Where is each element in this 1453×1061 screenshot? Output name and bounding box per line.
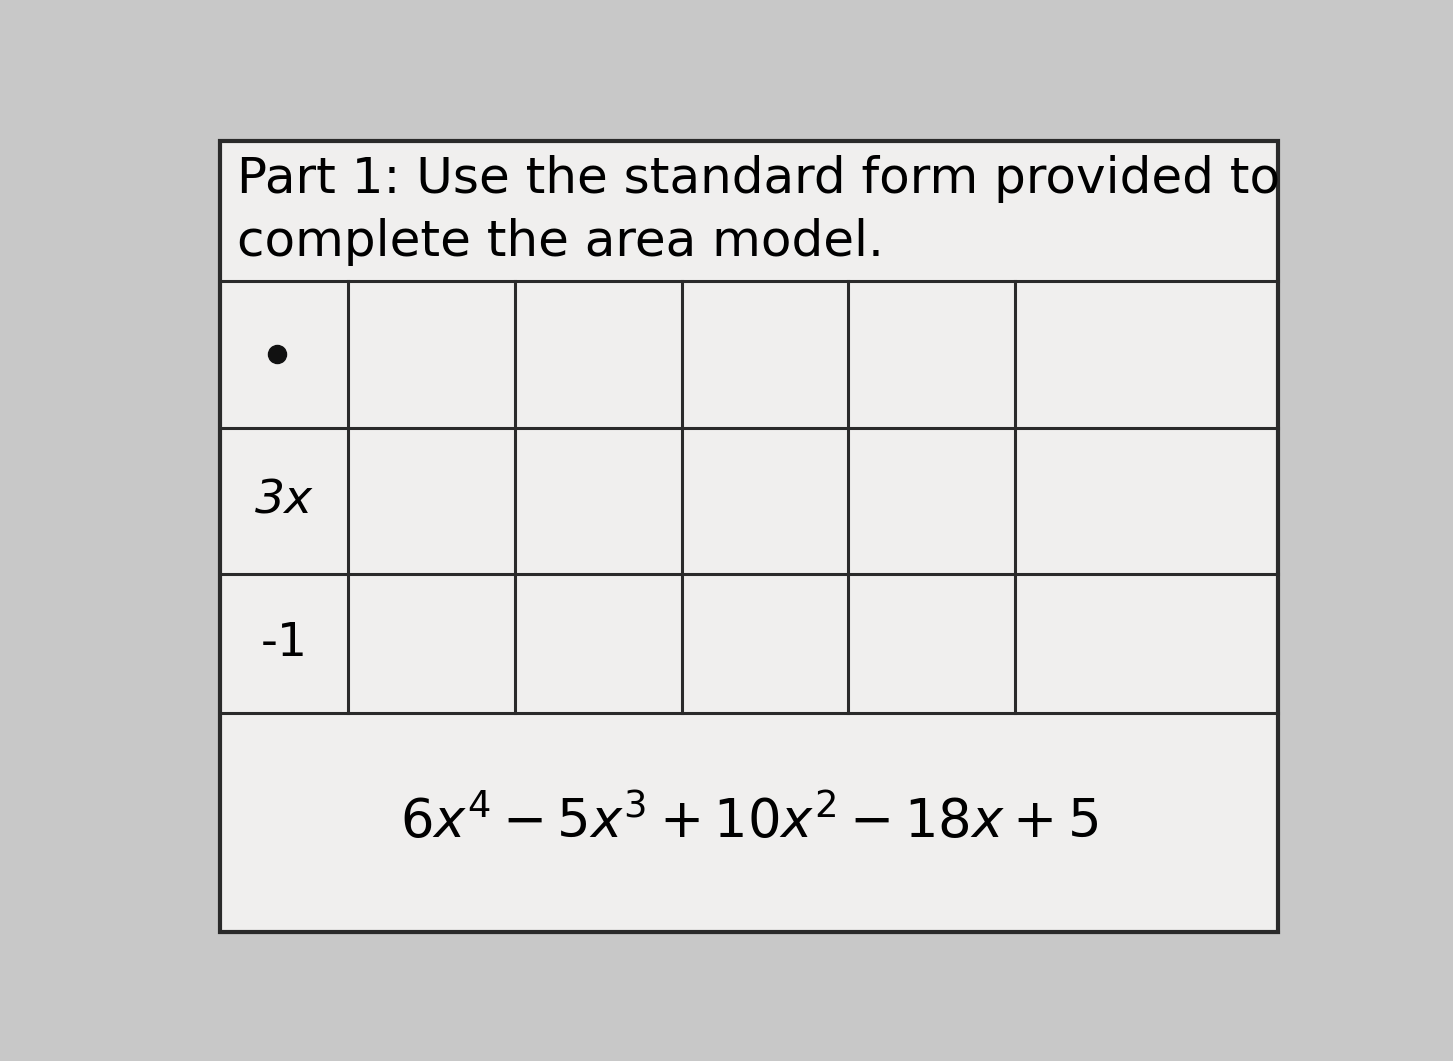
Text: 3x: 3x: [256, 479, 314, 523]
Text: $6x^4 - 5x^3 + 10x^2 - 18x + 5$: $6x^4 - 5x^3 + 10x^2 - 18x + 5$: [400, 796, 1098, 849]
Text: Part 1: Use the standard form provided to
complete the area model.: Part 1: Use the standard form provided t…: [237, 155, 1280, 266]
Text: -1: -1: [260, 621, 308, 665]
